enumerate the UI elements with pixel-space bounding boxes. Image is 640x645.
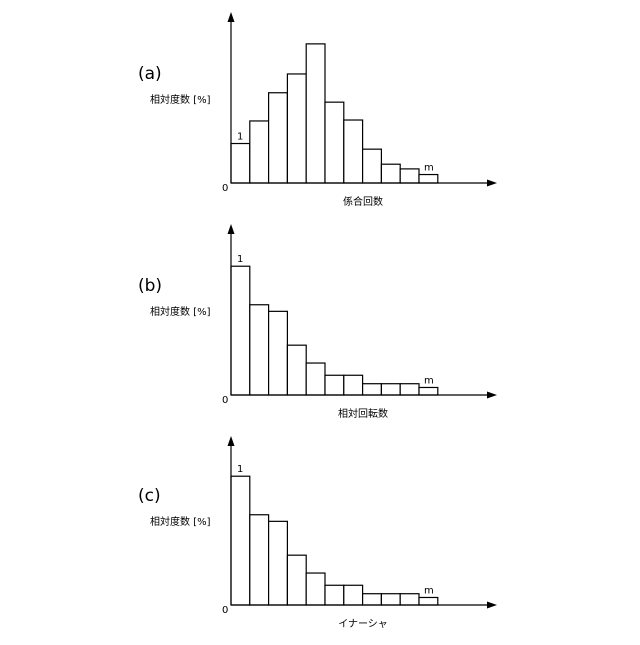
panel-3-bar-7 xyxy=(344,585,363,605)
panel-2-bar-2 xyxy=(250,305,269,395)
panel-3-y-axis-arrow xyxy=(228,436,235,446)
panel-2-y-axis-arrow xyxy=(228,224,235,234)
panel-1-last-bar-label: m xyxy=(424,163,434,174)
panel-1-panel-label: (a) xyxy=(138,64,162,84)
panel-2-bar-5 xyxy=(306,363,325,395)
panel-2-bar-3 xyxy=(269,311,288,395)
panel-2-panel-label: (b) xyxy=(138,276,162,296)
panel-3-bar-1 xyxy=(231,476,250,605)
panel-2-bar-1 xyxy=(231,266,250,395)
panel-2-bar-m xyxy=(419,387,438,395)
panel-2-x-axis-arrow xyxy=(487,392,497,399)
panel-3-bar-6 xyxy=(325,585,344,605)
panel-1-bar-10 xyxy=(400,169,419,183)
panel-2-bar-6 xyxy=(325,375,344,395)
panel-3-bar-10 xyxy=(400,594,419,605)
panel-3-bar-5 xyxy=(306,573,325,605)
panel-3-first-bar-label: 1 xyxy=(237,464,243,475)
panel-3-panel-label: (c) xyxy=(138,486,161,506)
panel-1-y-axis-arrow xyxy=(228,12,235,22)
panel-2-bar-8 xyxy=(363,384,382,395)
panel-3-bar-4 xyxy=(287,555,306,605)
panel-1-first-bar-label: 1 xyxy=(237,132,243,143)
panel-3-x-axis-arrow xyxy=(487,602,497,609)
panel-3-x-axis-label: イナーシャ xyxy=(338,618,388,630)
panel-3-bar-3 xyxy=(269,521,288,605)
panel-1-bar-5 xyxy=(306,44,325,183)
panel-2-bar-4 xyxy=(287,345,306,395)
panel-3-y-axis-label: 相対度数 [%] xyxy=(150,515,211,528)
panel-2-origin-label: 0 xyxy=(222,395,228,406)
panel-2-last-bar-label: m xyxy=(424,375,434,386)
panel-2-bar-10 xyxy=(400,384,419,395)
panel-3-bar-m xyxy=(419,597,438,605)
panel-3-bar-9 xyxy=(381,594,400,605)
panel-1-origin-label: 0 xyxy=(222,183,228,194)
panel-2-bar-9 xyxy=(381,384,400,395)
panel-1-bar-1 xyxy=(231,144,250,183)
panel-1-bar-4 xyxy=(287,74,306,183)
panel-3-bar-8 xyxy=(363,594,382,605)
panel-2-x-axis-label: 相対回転数 xyxy=(338,407,388,420)
panel-3-bar-2 xyxy=(250,515,269,605)
panel-1-bar-3 xyxy=(269,93,288,183)
panel-1-x-axis-arrow xyxy=(487,180,497,187)
panel-1-bar-9 xyxy=(381,164,400,183)
panel-2-bar-7 xyxy=(344,375,363,395)
panel-3-last-bar-label: m xyxy=(424,585,434,596)
panel-1-bar-6 xyxy=(325,102,344,183)
panel-1-bar-m xyxy=(419,175,438,183)
panel-2-first-bar-label: 1 xyxy=(237,254,243,265)
panel-2-y-axis-label: 相対度数 [%] xyxy=(150,305,211,318)
panel-1-bar-7 xyxy=(344,120,363,183)
panel-1-y-axis-label: 相対度数 [%] xyxy=(150,93,211,106)
panel-1-bar-2 xyxy=(250,121,269,183)
panel-1-x-axis-label: 係合回数 xyxy=(343,195,383,208)
panel-3-origin-label: 0 xyxy=(222,605,228,616)
panel-1-bar-8 xyxy=(363,149,382,183)
